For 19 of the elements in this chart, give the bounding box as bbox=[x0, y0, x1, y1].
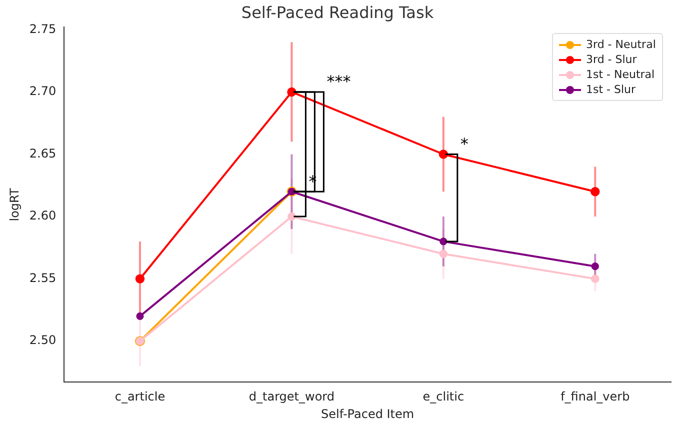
chart-title: Self-Paced Reading Task bbox=[241, 2, 434, 22]
y-tick-label: 2.50 bbox=[29, 333, 56, 348]
legend-label: 1st - Neutral bbox=[586, 68, 655, 82]
legend-label: 3rd - Slur bbox=[586, 53, 637, 66]
x-tick-label: d_target_word bbox=[248, 390, 335, 404]
annotation: *** bbox=[326, 72, 351, 92]
y-tick-label: 2.75 bbox=[29, 22, 56, 36]
x-tick-label: f_final_verb bbox=[560, 390, 630, 404]
legend-label: 1st - Slur bbox=[586, 83, 636, 96]
annotation: * bbox=[460, 134, 468, 154]
y-tick-label: 2.60 bbox=[29, 208, 56, 223]
legend-label: 3rd - Neutral bbox=[586, 38, 656, 52]
x-axis-title: Self-Paced Item bbox=[321, 406, 414, 421]
x-tick-label: e_clitic bbox=[422, 390, 464, 404]
y-tick-label: 2.65 bbox=[29, 146, 56, 160]
y-axis-title: logRT bbox=[7, 187, 22, 222]
x-tick-label: c_article bbox=[114, 390, 166, 404]
y-tick-label: 2.70 bbox=[29, 84, 56, 98]
y-tick-label: 2.55 bbox=[29, 270, 56, 285]
